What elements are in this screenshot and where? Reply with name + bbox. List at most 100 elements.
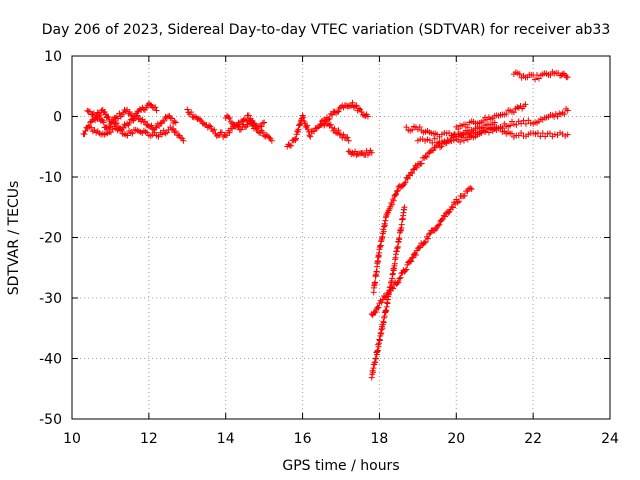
data-point — [507, 122, 514, 129]
data-point — [307, 133, 314, 140]
data-point — [261, 132, 268, 139]
data-point — [382, 294, 389, 301]
data-point — [522, 120, 529, 127]
data-point — [147, 101, 154, 108]
data-point — [167, 114, 174, 121]
data-point — [121, 121, 128, 128]
data-point — [454, 199, 461, 206]
data-point — [92, 114, 99, 121]
data-point — [408, 258, 415, 265]
data-point — [415, 244, 422, 251]
data-point — [497, 125, 504, 132]
data-point — [85, 123, 92, 130]
data-point — [436, 221, 443, 228]
data-point — [227, 118, 234, 125]
data-point — [259, 120, 266, 127]
y-tick-label: -40 — [39, 352, 62, 368]
data-point — [375, 304, 382, 311]
data-point — [480, 117, 487, 124]
data-point — [127, 111, 134, 118]
data-point — [126, 109, 133, 115]
data-point — [468, 186, 475, 193]
data-point — [81, 131, 88, 138]
data-point — [130, 115, 137, 122]
data-point — [288, 142, 295, 149]
data-point — [191, 113, 198, 120]
data-point — [437, 144, 444, 151]
data-point — [317, 121, 324, 128]
data-point — [244, 121, 251, 128]
data-point — [113, 120, 120, 127]
y-tick-label: 0 — [53, 110, 62, 126]
series-arc-late — [510, 68, 571, 83]
data-point — [412, 251, 419, 258]
data-point — [402, 179, 409, 186]
data-point — [551, 131, 558, 138]
data-point — [423, 153, 430, 160]
data-point — [418, 160, 425, 167]
data-point — [402, 267, 409, 274]
chart-title: Day 206 of 2023, Sidereal Day-to-day VTE… — [42, 22, 611, 38]
x-tick-label: 16 — [294, 431, 312, 447]
data-point — [371, 309, 378, 316]
data-point — [562, 133, 569, 140]
data-point — [263, 131, 270, 138]
data-point — [117, 127, 124, 134]
series-dip-a — [370, 119, 498, 296]
data-point — [104, 113, 111, 120]
data-point — [234, 122, 241, 129]
data-point — [207, 123, 214, 130]
x-tick-label: 18 — [371, 431, 389, 447]
data-point — [539, 130, 546, 137]
data-point — [452, 200, 459, 207]
data-point — [438, 217, 445, 224]
data-point — [394, 243, 401, 250]
data-point — [430, 147, 437, 154]
data-point — [161, 117, 168, 124]
y-tick-label: -10 — [39, 170, 62, 186]
data-point — [398, 221, 405, 228]
data-point — [259, 129, 266, 136]
plot-frame — [71, 55, 611, 420]
data-point — [403, 266, 410, 273]
x-axis-label: GPS time / hours — [282, 458, 399, 474]
data-point — [153, 124, 160, 131]
data-point — [226, 129, 233, 136]
data-point — [89, 111, 96, 118]
data-point — [216, 132, 223, 139]
data-point — [297, 121, 304, 128]
data-point — [389, 201, 396, 208]
data-point — [129, 130, 136, 137]
data-point — [422, 153, 429, 160]
data-point — [293, 135, 300, 142]
data-point — [162, 114, 169, 121]
data-point — [157, 120, 164, 127]
data-point — [131, 113, 138, 120]
data-point — [445, 209, 452, 216]
data-point — [107, 121, 114, 128]
data-point — [361, 112, 368, 119]
series-arc-afternoon-b — [318, 99, 371, 125]
data-point — [126, 119, 133, 126]
data-point — [516, 71, 523, 78]
x-tick-label: 12 — [140, 431, 158, 447]
data-point — [396, 235, 403, 242]
data-point — [374, 347, 381, 354]
data-point — [209, 128, 216, 135]
data-point — [335, 108, 342, 115]
data-point — [564, 131, 571, 138]
data-point — [368, 149, 375, 156]
data-point — [557, 129, 564, 136]
data-layer — [80, 68, 571, 381]
data-point — [547, 72, 554, 79]
y-tick-label: -20 — [39, 231, 62, 247]
data-point — [329, 111, 336, 118]
data-point — [373, 355, 380, 362]
data-point — [261, 119, 268, 126]
data-point — [345, 148, 352, 155]
data-point — [461, 192, 468, 199]
data-point — [409, 170, 416, 177]
data-point — [248, 120, 255, 127]
data-point — [291, 136, 298, 143]
data-point — [336, 131, 343, 138]
